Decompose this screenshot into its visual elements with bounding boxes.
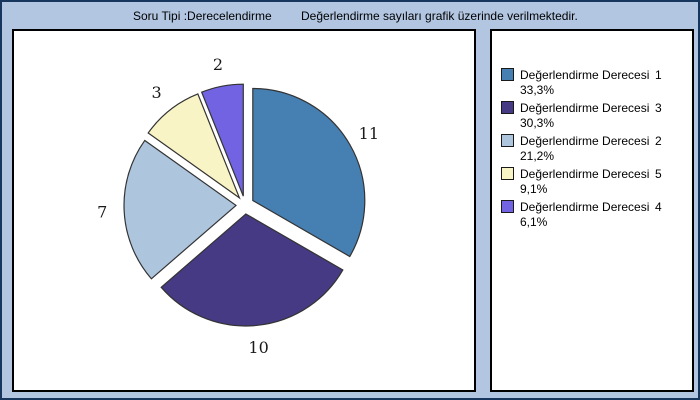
legend-swatch-icon xyxy=(501,167,514,180)
pie-value-label: 7 xyxy=(97,202,107,221)
legend-item: Değerlendirme Derecesi 4 6,1% xyxy=(492,200,692,233)
pie-slice xyxy=(200,83,244,197)
legend-degree: 1 xyxy=(655,68,662,82)
pie-slice xyxy=(123,139,237,280)
legend-panel: Değerlendirme Derecesi 1 33,3% Değerlend… xyxy=(490,29,694,392)
question-type-label: Soru Tipi :Derecelendirme xyxy=(133,9,272,23)
legend-swatch-icon xyxy=(501,101,514,114)
legend-item: Değerlendirme Derecesi 1 33,3% xyxy=(492,68,692,101)
legend-swatch-icon xyxy=(501,134,514,147)
legend-percent: 33,3% xyxy=(520,83,555,97)
legend-degree: 3 xyxy=(655,101,662,115)
legend-percent: 9,1% xyxy=(520,182,548,196)
pie-value-label: 11 xyxy=(359,124,379,143)
legend-label: Değerlendirme Derecesi xyxy=(520,167,650,181)
pie-chart-panel: 11 10 7 3 2 xyxy=(12,29,476,392)
pie-chart: 11 10 7 3 2 xyxy=(97,55,379,357)
pie-slice xyxy=(160,213,344,327)
legend-swatch-icon xyxy=(501,200,514,213)
chart-description-label: Değerlendirme sayıları grafik üzerinde v… xyxy=(301,9,578,23)
legend-item: Değerlendirme Derecesi 5 9,1% xyxy=(492,167,692,200)
pie-value-label: 10 xyxy=(248,338,268,357)
legend-label: Değerlendirme Derecesi xyxy=(520,68,650,82)
legend-swatch-icon xyxy=(501,68,514,81)
legend-percent: 21,2% xyxy=(520,149,555,163)
legend-item: Değerlendirme Derecesi 3 30,3% xyxy=(492,101,692,134)
legend-percent: 6,1% xyxy=(520,215,548,229)
pie-value-label: 2 xyxy=(213,55,223,74)
pie-value-label: 3 xyxy=(152,83,162,102)
legend-degree: 5 xyxy=(655,167,662,181)
legend-label: Değerlendirme Derecesi xyxy=(520,101,650,115)
legend-label: Değerlendirme Derecesi xyxy=(520,134,650,148)
legend-percent: 30,3% xyxy=(520,116,555,130)
pie-slice xyxy=(252,87,366,258)
legend-label: Değerlendirme Derecesi xyxy=(520,200,650,214)
legend-degree: 4 xyxy=(655,200,662,214)
legend-degree: 2 xyxy=(655,134,662,148)
pie-slice xyxy=(147,93,241,200)
legend-item: Değerlendirme Derecesi 2 21,2% xyxy=(492,134,692,167)
